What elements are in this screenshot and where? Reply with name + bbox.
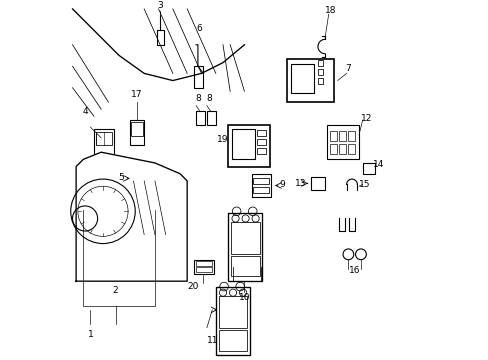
- Bar: [228, 125, 269, 167]
- Bar: [196, 267, 211, 271]
- Bar: [317, 60, 323, 66]
- Bar: [206, 111, 215, 125]
- Text: 8: 8: [195, 94, 201, 103]
- Bar: [215, 287, 249, 355]
- Bar: [196, 261, 211, 266]
- Bar: [218, 329, 247, 351]
- Text: 18: 18: [324, 6, 336, 15]
- Text: 9: 9: [279, 180, 285, 189]
- Bar: [317, 69, 323, 75]
- Bar: [257, 148, 265, 154]
- Text: 13: 13: [295, 179, 306, 188]
- Bar: [362, 163, 374, 174]
- Bar: [94, 129, 114, 159]
- Bar: [228, 213, 262, 281]
- Text: 4: 4: [82, 107, 88, 116]
- Bar: [347, 131, 354, 141]
- Text: 8: 8: [206, 94, 212, 103]
- Text: 11: 11: [206, 336, 218, 345]
- Bar: [347, 144, 354, 154]
- Bar: [257, 139, 265, 145]
- Bar: [130, 120, 144, 145]
- Bar: [230, 222, 259, 254]
- Bar: [131, 174, 142, 183]
- Bar: [96, 132, 112, 145]
- Bar: [290, 64, 314, 93]
- Text: 20: 20: [186, 282, 198, 291]
- Bar: [287, 59, 333, 102]
- Bar: [194, 66, 203, 88]
- Text: 12: 12: [360, 114, 371, 123]
- Text: 6: 6: [197, 24, 202, 33]
- Bar: [310, 177, 325, 190]
- Bar: [329, 144, 336, 154]
- Text: 14: 14: [372, 160, 384, 169]
- Bar: [338, 144, 345, 154]
- Bar: [251, 174, 271, 197]
- Bar: [131, 122, 143, 136]
- Bar: [196, 111, 204, 125]
- Text: 7: 7: [345, 63, 350, 72]
- Text: 10: 10: [238, 293, 250, 302]
- Text: 2: 2: [112, 285, 118, 294]
- Bar: [326, 125, 358, 159]
- Text: 16: 16: [348, 266, 360, 275]
- Text: 5: 5: [118, 173, 123, 182]
- Bar: [253, 187, 269, 193]
- Bar: [253, 178, 269, 184]
- Bar: [156, 30, 163, 45]
- Bar: [329, 131, 336, 141]
- Text: 15: 15: [358, 180, 369, 189]
- Text: 3: 3: [157, 1, 163, 10]
- Bar: [257, 130, 265, 136]
- Bar: [230, 256, 259, 276]
- Text: 17: 17: [131, 90, 142, 99]
- Bar: [218, 296, 247, 328]
- Text: 1: 1: [87, 330, 93, 339]
- Polygon shape: [76, 152, 187, 281]
- Bar: [338, 131, 345, 141]
- Bar: [317, 78, 323, 84]
- Bar: [194, 260, 214, 274]
- Bar: [231, 129, 255, 159]
- Text: 19: 19: [217, 135, 228, 144]
